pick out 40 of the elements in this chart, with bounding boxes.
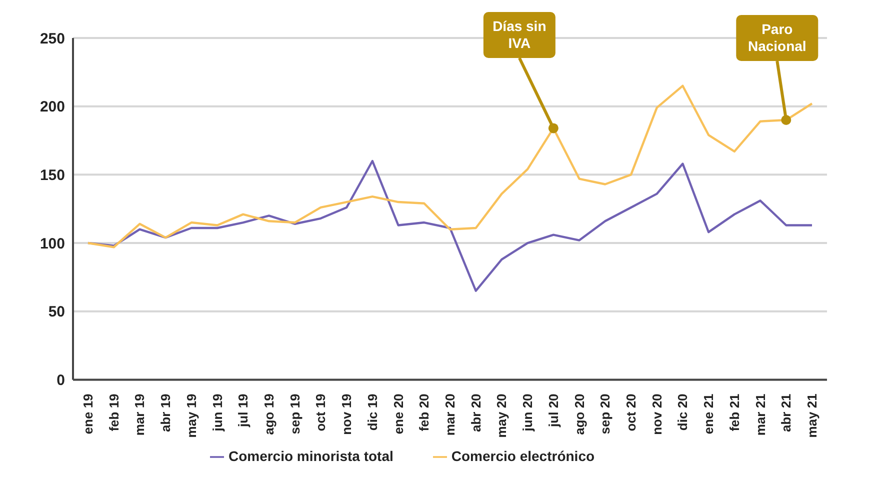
x-tick-label: ago 20 (572, 394, 587, 435)
x-tick-label: mar 21 (752, 394, 768, 436)
annotation: Paro Nacional (736, 15, 818, 61)
line-series (86, 84, 814, 248)
x-tick-label: ene 19 (80, 394, 96, 434)
x-tick-label: nov 19 (339, 394, 354, 435)
legend-label: Comercio minorista total (228, 448, 394, 464)
x-tick-label: sep 19 (287, 394, 302, 434)
x-tick-label: dic 19 (364, 394, 380, 431)
y-tick-label: 250 (40, 30, 65, 48)
y-tick-label: 50 (48, 304, 65, 321)
x-tick-label: nov 20 (649, 394, 664, 435)
y-tick-label: 150 (40, 167, 65, 184)
y-tick-label: 0 (56, 372, 65, 390)
x-tick-label: abr 21 (778, 394, 794, 432)
x-tick-label: ago 19 (262, 394, 276, 435)
x-tick-label: mar 19 (132, 394, 148, 436)
x-tick-label: may 20 (494, 394, 510, 438)
x-tick-label: jun 20 (520, 394, 536, 432)
x-tick-label: may 19 (184, 394, 199, 438)
x-tick-label: jun 19 (210, 394, 225, 432)
y-tick-label: 200 (40, 98, 65, 116)
x-tick-label: dic 20 (675, 394, 690, 431)
x-tick-label: oct 19 (313, 394, 328, 432)
annotation: Días sin IVA (483, 12, 556, 58)
legend-label: Comercio electrónico (451, 448, 595, 464)
x-tick-label: sep 20 (598, 394, 613, 434)
x-tick-label: ene 20 (390, 394, 406, 434)
x-tick-label: may 21 (804, 394, 820, 438)
x-tick-label: jul 20 (546, 394, 561, 428)
x-tick-label: jul 19 (236, 394, 251, 428)
x-tick-label: ene 21 (701, 394, 716, 434)
x-tick-label: mar 20 (442, 394, 458, 436)
x-tick-label: abr 19 (158, 394, 174, 432)
x-tick-label: feb 19 (106, 394, 122, 432)
x-tick-label: feb 20 (416, 394, 432, 432)
x-tick-label: feb 21 (726, 394, 742, 432)
y-tick-label: 100 (40, 235, 65, 252)
x-tick-label: abr 20 (468, 394, 484, 432)
x-tick-label: oct 20 (624, 394, 638, 432)
